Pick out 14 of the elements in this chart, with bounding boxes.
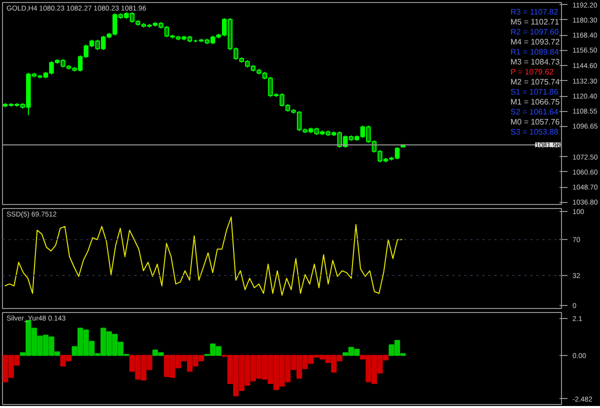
annotation: M1 = 1066.75: [510, 98, 560, 106]
annotation: S1 = 1071.86: [510, 88, 559, 96]
annotation: R1 = 1089.84: [510, 48, 560, 56]
annotation: R2 = 1097.60: [510, 28, 560, 36]
annotation: M0 = 1057.76: [510, 118, 560, 126]
annotation: R3 = 1107.82: [510, 8, 559, 16]
annotation: M4 = 1093.72: [510, 38, 560, 46]
annotation: M3 = 1084.73: [510, 58, 560, 66]
annotation: P = 1079.62: [510, 68, 554, 76]
annotation: S3 = 1053.88: [510, 128, 559, 136]
annotation: M5 = 1102.71: [510, 18, 560, 26]
line-series: [4, 216, 403, 296]
annotation: S2 = 1061.64: [510, 108, 559, 116]
annotation: M2 = 1075.74: [510, 78, 560, 86]
